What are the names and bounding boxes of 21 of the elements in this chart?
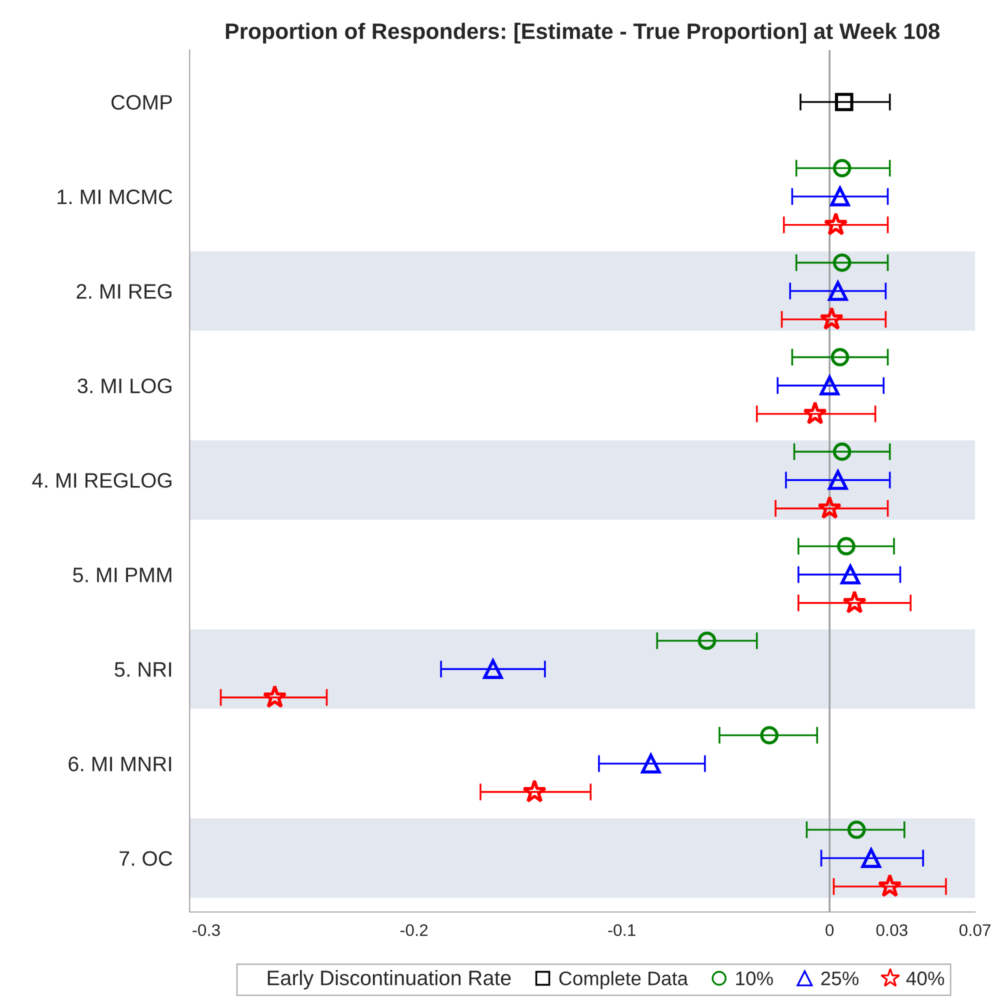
legend-label: Complete Data: [559, 971, 688, 990]
legend-label: 10%: [736, 972, 773, 986]
x-tick-label: 0.03: [876, 924, 908, 936]
legend-label: 25%: [821, 972, 858, 986]
x-tick-label: -0.3: [192, 924, 220, 936]
y-tick-label: 4. MI REGLOG: [32, 473, 172, 488]
legend-label: 40%: [906, 972, 944, 986]
legend-title: Early Discontinuation Rate: [268, 970, 511, 990]
x-tick-label: 0: [826, 924, 834, 936]
y-tick-label: 6. MI MNRI: [68, 756, 172, 772]
y-tick-label: 7. OC: [120, 851, 172, 866]
y-tick-label: 5. NRI: [114, 662, 172, 677]
y-tick-label: 3. MI LOG: [78, 378, 172, 394]
chart-title: Proportion of Responders: [Estimate - True Proportion] at Week 108: [226, 22, 940, 44]
x-tick-label: -0.1: [608, 924, 636, 936]
x-tick-label: -0.2: [400, 924, 428, 936]
x-tick-label: 0.07: [959, 924, 990, 936]
y-tick-label: 2. MI REG: [76, 284, 172, 299]
y-tick-label: COMP: [112, 94, 172, 110]
y-tick-label: 1. MI MCMC: [58, 190, 172, 204]
y-tick-label: 5. MI PMM: [73, 568, 172, 582]
